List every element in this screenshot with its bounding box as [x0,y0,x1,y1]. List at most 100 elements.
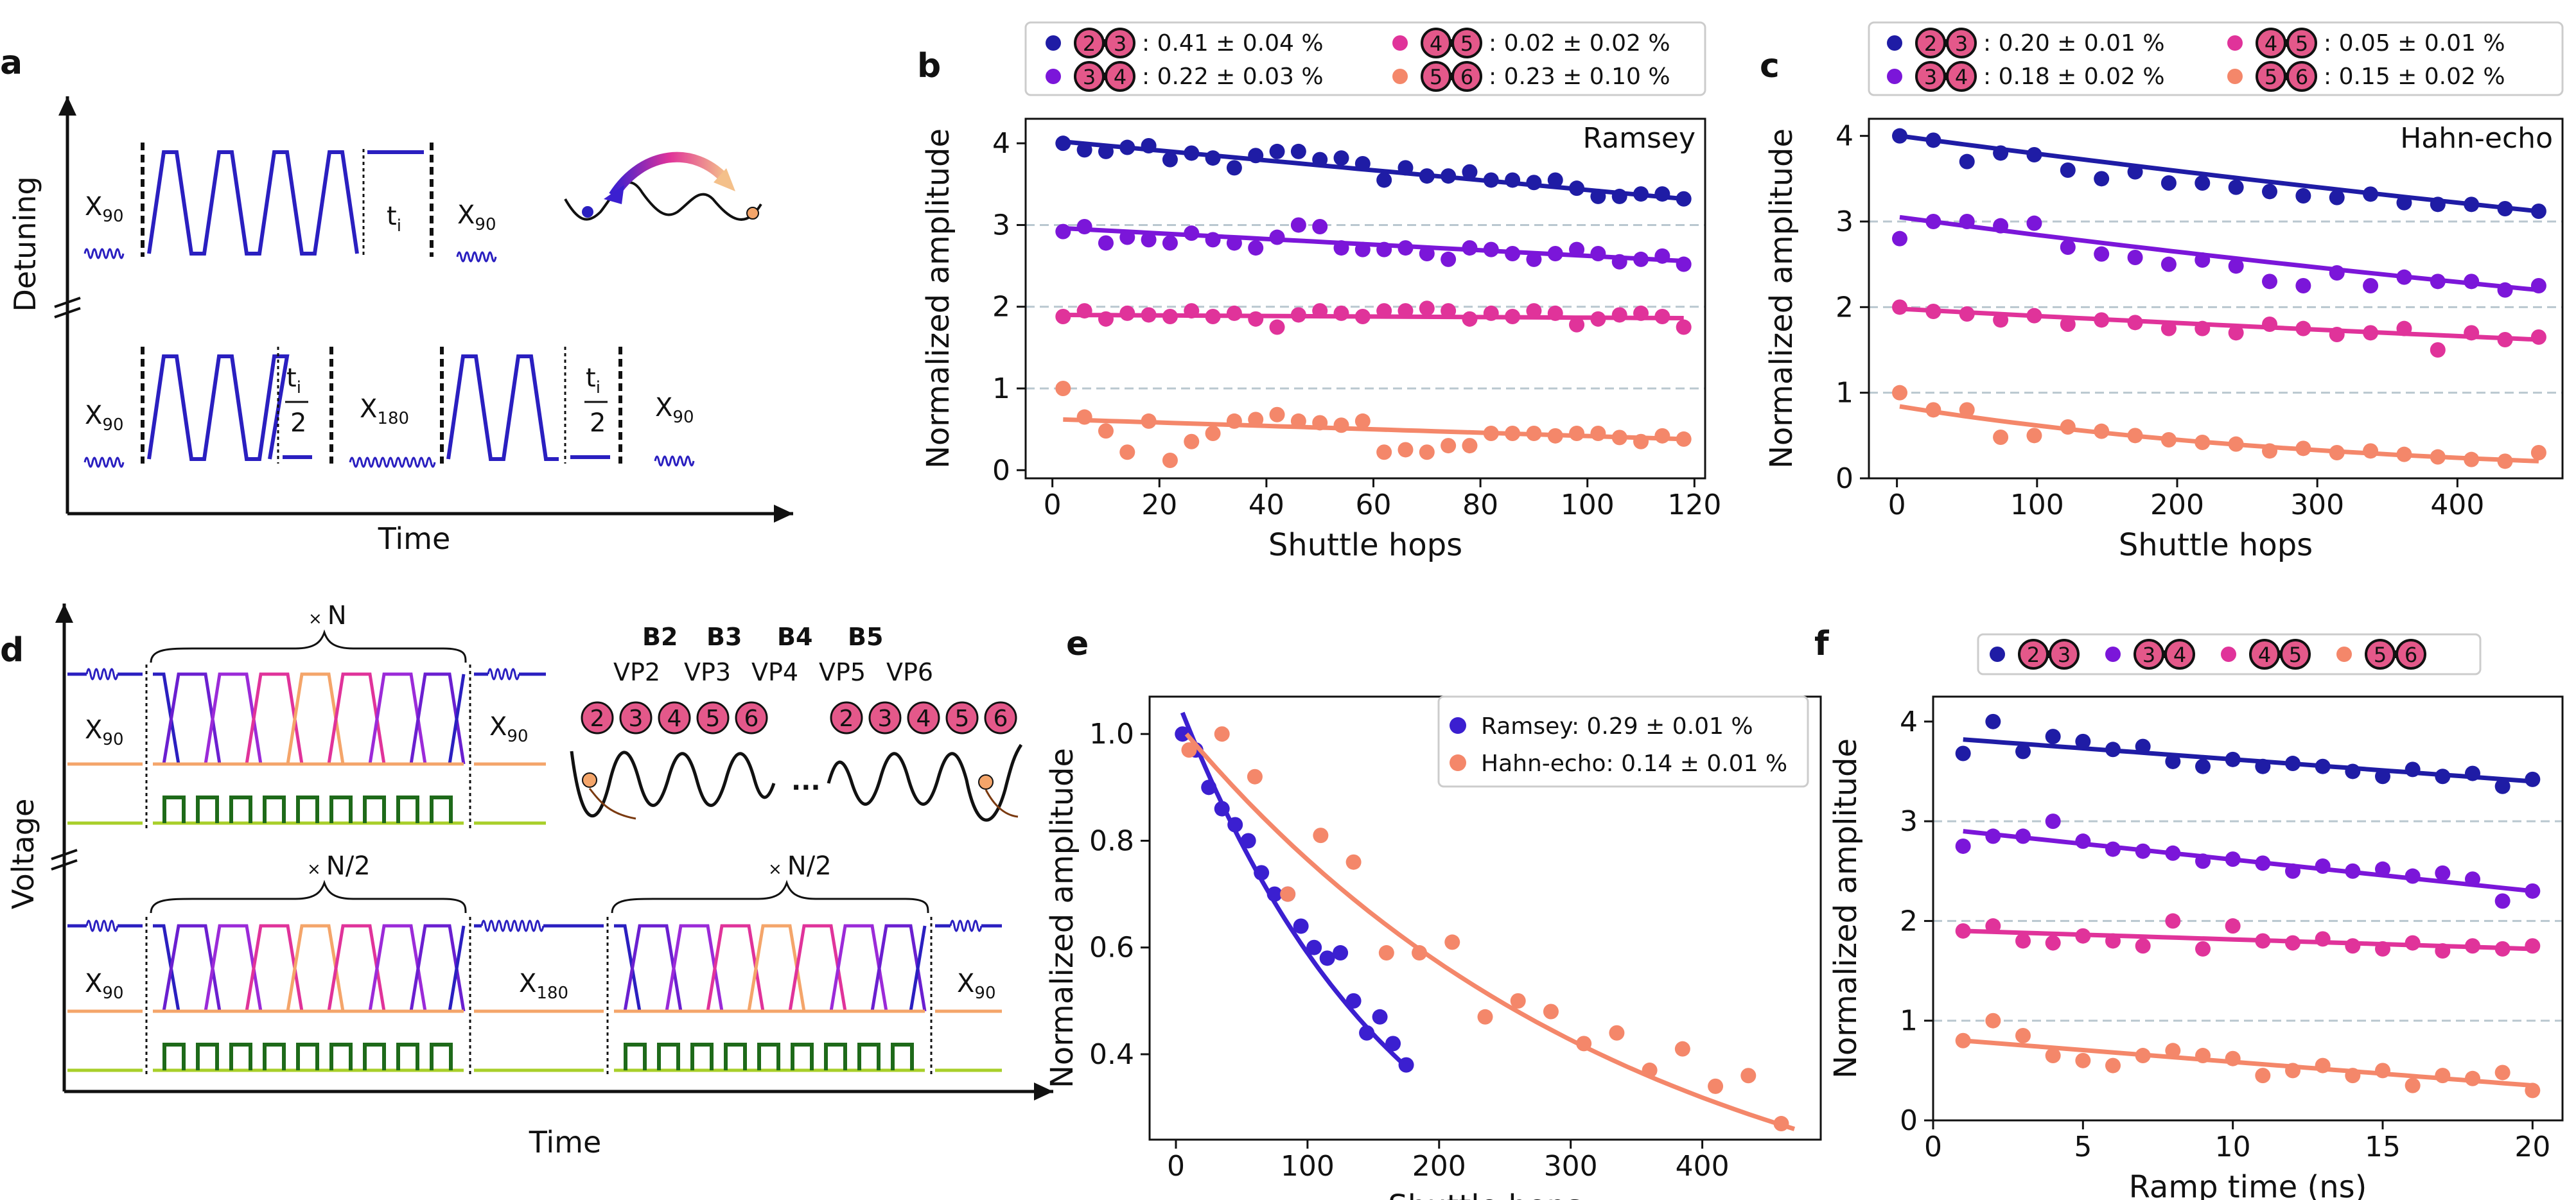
data-point [1477,1009,1493,1025]
data-point [2026,215,2042,231]
y-tick-label: 0 [1900,1104,1918,1137]
data-point [1055,135,1071,152]
data-point [2228,436,2244,452]
detuning-ramps-a1 [147,150,359,256]
data-point [2329,445,2345,460]
data-point [2262,184,2277,200]
legend-label: : 0.15 ± 0.02 % [2324,64,2505,90]
x-tick-label: 0 [1167,1150,1185,1183]
data-point [1441,303,1457,319]
data-point [1569,241,1585,257]
dot-icon [1421,28,1451,58]
plunger-label-vp6: VP6 [886,658,933,686]
data-point [1372,1009,1388,1025]
y-axis-label: Normalized amplitude [1044,748,1080,1088]
dot-icon [2396,639,2426,670]
data-point [1398,442,1414,458]
data-point [2295,188,2311,204]
y-tick-label: 0 [1836,462,1853,495]
data-point [1419,168,1435,184]
data-point [1319,950,1335,966]
data-point [1462,438,1478,454]
data-point [1354,241,1371,257]
dot-label: 5 [706,706,721,732]
ellipsis: ... [791,767,821,796]
data-point [1269,229,1285,245]
fit-line [1963,829,2533,894]
data-point [2494,1065,2510,1081]
repeat-brace-d1 [150,629,467,663]
data-point [2329,327,2345,342]
data-point [1676,431,1692,447]
data-point [2375,769,2390,785]
axis-break-a [54,297,81,318]
series-s23 [1955,713,2541,794]
data-point [1419,444,1435,460]
data-point [1654,186,1670,202]
data-point [1925,214,1941,229]
data-point [1098,235,1114,251]
data-point [1633,251,1649,267]
data-point [2060,239,2076,255]
data-point [2295,320,2311,336]
data-point [2160,432,2177,448]
data-point [2026,428,2042,444]
data-point [2195,1048,2211,1064]
data-point [1654,248,1670,264]
pulse-x90-d1 [85,668,119,681]
legend-label: : 0.20 ± 0.01 % [1983,30,2165,57]
data-point [1676,256,1692,272]
series-s56 [1955,1013,2541,1099]
series-s34 [1955,813,2541,909]
data-point [2105,933,2121,949]
plot-frame [1868,117,2564,480]
data-point [2396,446,2412,462]
dot-label: 5 [955,706,970,732]
pulse-x90-a1 [83,248,125,259]
series-s34 [1055,217,1692,272]
data-point [1248,412,1264,428]
legend-marker [1887,35,1902,51]
x-tick-label: 15 [2365,1131,2401,1163]
data-point [2396,269,2412,285]
data-point [2464,325,2480,341]
chart-annotation: Ramsey [1583,122,1695,155]
dot-label: 2 [2027,643,2040,667]
data-point [1543,1004,1559,1020]
dot-label: 3 [2142,643,2155,667]
data-point [2262,443,2277,459]
data-point [1993,430,2009,445]
data-point [2195,175,2211,191]
data-point [2345,1068,2361,1084]
data-point [2165,913,2181,929]
dot-label: 3 [2058,643,2071,667]
series-s23 [1055,135,1692,207]
data-point [1510,993,1526,1009]
legend-marker [2221,647,2236,662]
data-point [2195,853,2211,869]
data-point [1333,240,1349,256]
data-point [2465,938,2480,954]
data-point [1609,1025,1625,1041]
dot-label: 4 [2173,643,2186,667]
y-label-a: Detuning [8,176,42,311]
dot-icon [1105,61,1135,92]
data-point [1376,303,1392,319]
data-point [1773,1116,1789,1132]
data-point [2525,938,2541,954]
data-point [1333,305,1349,321]
data-point [2430,342,2446,358]
data-point [2160,175,2177,191]
data-point [1590,246,1606,261]
data-point [1269,406,1285,422]
data-point [1398,303,1414,319]
y-tick-label: 2 [1836,291,1853,324]
dot-label: 4 [1955,65,1968,89]
data-point [2228,179,2244,195]
data-point [1354,413,1371,429]
